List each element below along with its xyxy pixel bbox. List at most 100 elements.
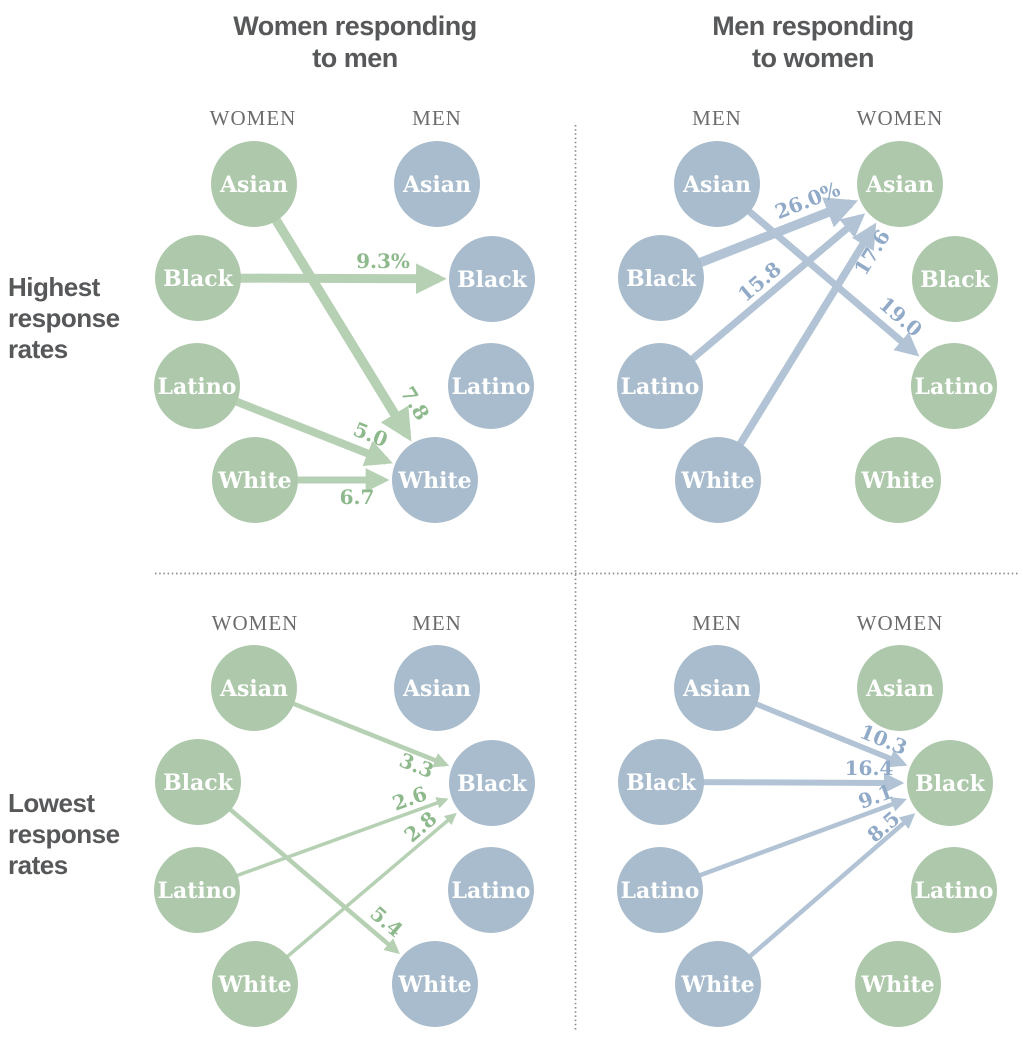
- node-label: White: [680, 972, 754, 998]
- quadrant-men-to-women-highest: MEN WOMEN Asian Black Latino White: [617, 106, 998, 523]
- node-label: Latino: [915, 878, 994, 904]
- node-label: Asian: [402, 172, 471, 198]
- node-women-white: White: [855, 437, 941, 523]
- circle-women-latino: [911, 343, 997, 429]
- node-label: Asian: [865, 676, 934, 702]
- circle-men-asian: [394, 645, 480, 731]
- node-label: White: [860, 468, 934, 494]
- circle-men-latino: [448, 343, 534, 429]
- node-label: Black: [457, 267, 528, 293]
- row-label-highest: Highest response rates: [8, 272, 120, 365]
- circle-women-white: [212, 437, 298, 523]
- node-women-latino: Latino: [911, 343, 997, 429]
- circle-men-latino: [617, 343, 703, 429]
- node-label: Asian: [682, 172, 751, 198]
- section-title-women-responding: Women responding to men: [233, 10, 477, 74]
- node-women-black: Black: [155, 235, 241, 321]
- section-title-line: to men: [312, 43, 398, 73]
- node-women-latino: Latino: [154, 847, 240, 933]
- node-men-latino: Latino: [617, 847, 703, 933]
- row-label-lowest: Lowest response rates: [8, 788, 120, 881]
- quadrant-women-to-men-highest: WOMEN MEN Asian Black Latino White: [154, 106, 535, 523]
- section-title-line: to women: [752, 43, 874, 73]
- node-women-white: White: [855, 941, 941, 1027]
- section-title-men-responding: Men responding to women: [712, 10, 914, 74]
- node-label: Black: [457, 771, 528, 797]
- circle-women-asian: [857, 645, 943, 731]
- arrow-value-label: 9.3%: [356, 249, 410, 273]
- node-men-black: Black: [618, 739, 704, 825]
- column-header-men: MEN: [412, 611, 462, 635]
- circle-women-black: [155, 235, 241, 321]
- node-women-white: White: [212, 437, 298, 523]
- circle-women-latino: [911, 847, 997, 933]
- circle-men-latino: [448, 847, 534, 933]
- node-label: White: [860, 972, 934, 998]
- node-label: Latino: [621, 878, 700, 904]
- circle-women-black: [155, 739, 241, 825]
- node-label: White: [680, 468, 754, 494]
- node-women-black: Black: [907, 740, 993, 826]
- node-label: Latino: [915, 374, 994, 400]
- circle-women-white: [855, 437, 941, 523]
- node-label: Latino: [452, 374, 531, 400]
- circle-women-white: [855, 941, 941, 1027]
- node-label: Black: [915, 771, 986, 797]
- circle-men-white: [675, 941, 761, 1027]
- circle-women-black: [907, 740, 993, 826]
- row-label-line: Lowest: [8, 788, 95, 818]
- column-header-women: WOMEN: [212, 611, 299, 635]
- node-label: Black: [163, 770, 234, 796]
- node-men-white: White: [675, 941, 761, 1027]
- column-header-women: WOMEN: [857, 106, 944, 130]
- arrow-latino-to-black: [659, 797, 907, 893]
- circle-men-asian: [674, 141, 760, 227]
- quadrant-women-to-men-lowest: WOMEN MEN Asian Black Latino White: [154, 611, 535, 1027]
- node-women-latino: Latino: [911, 847, 997, 933]
- arrow-value-label: 6.7: [340, 485, 375, 509]
- circle-men-black: [449, 740, 535, 826]
- circle-men-black: [618, 739, 704, 825]
- node-men-latino: Latino: [448, 847, 534, 933]
- circle-men-white: [675, 437, 761, 523]
- column-header-women: WOMEN: [857, 611, 944, 635]
- node-men-white: White: [392, 941, 478, 1027]
- node-men-black: Black: [449, 236, 535, 322]
- node-men-asian: Asian: [674, 645, 760, 731]
- circle-women-asian: [211, 645, 297, 731]
- node-men-asian: Asian: [674, 141, 760, 227]
- node-men-white: White: [675, 437, 761, 523]
- column-header-men: MEN: [692, 611, 742, 635]
- circle-men-asian: [674, 645, 760, 731]
- node-women-black: Black: [912, 236, 998, 322]
- node-label: Latino: [158, 878, 237, 904]
- node-label: Black: [626, 770, 697, 796]
- node-women-white: White: [212, 941, 298, 1027]
- node-label: Black: [920, 267, 991, 293]
- quadrant-men-to-women-lowest: MEN WOMEN Asian Black Latino White: [617, 611, 997, 1027]
- node-label: Black: [163, 266, 234, 292]
- column-header-men: MEN: [692, 106, 742, 130]
- node-label: White: [397, 972, 471, 998]
- node-men-asian: Asian: [394, 645, 480, 731]
- node-men-asian: Asian: [394, 141, 480, 227]
- circle-women-latino: [154, 847, 240, 933]
- arrow-value-label: 16.4: [845, 756, 894, 780]
- circle-men-asian: [394, 141, 480, 227]
- row-label-line: response: [8, 819, 120, 849]
- arrow-asian-to-latino: [714, 181, 920, 357]
- arrow-white-to-asian: [714, 222, 877, 482]
- node-label: Asian: [219, 172, 288, 198]
- node-women-latino: Latino: [154, 343, 240, 429]
- row-label-line: Highest: [8, 272, 100, 302]
- node-label: White: [397, 468, 471, 494]
- circle-men-black: [449, 236, 535, 322]
- node-label: Black: [626, 266, 697, 292]
- circle-women-white: [212, 941, 298, 1027]
- circle-women-asian: [857, 141, 943, 227]
- row-label-line: rates: [8, 850, 68, 880]
- arrow-asian-to-white: [249, 181, 412, 442]
- circle-men-white: [392, 941, 478, 1027]
